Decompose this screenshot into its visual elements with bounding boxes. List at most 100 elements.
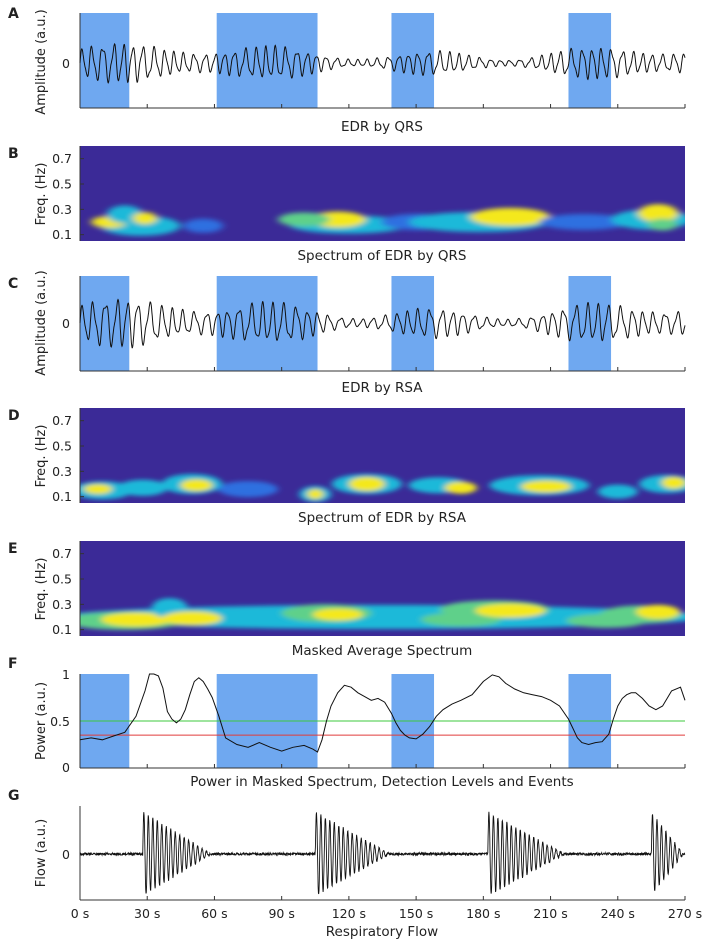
spectral-blob bbox=[470, 207, 551, 226]
event-region-2 bbox=[216, 13, 318, 108]
spectral-blob bbox=[636, 604, 681, 619]
flow-zero-tick: 0 bbox=[62, 847, 70, 862]
amplitude-zero-tick-a: 0 bbox=[62, 56, 70, 71]
event-region-1 bbox=[80, 276, 130, 371]
x-tick-label: 240 s bbox=[601, 906, 635, 921]
spectral-blob bbox=[312, 608, 363, 621]
x-tick-label: 180 s bbox=[466, 906, 500, 921]
spectrum-blobs-d bbox=[80, 474, 685, 503]
spectral-blob bbox=[278, 212, 331, 227]
x-tick-label: 270 s bbox=[668, 906, 702, 921]
spectral-blob bbox=[348, 477, 385, 491]
freq-ticks-e: 0.7 0.5 0.3 0.1 bbox=[52, 546, 84, 637]
edr-qrs-trace bbox=[79, 42, 686, 84]
x-tick-label: 150 s bbox=[399, 906, 433, 921]
freq-tick-label: 0.3 bbox=[52, 464, 72, 479]
y-label-a: Amplitude (a.u.) bbox=[34, 9, 49, 114]
freq-tick-label: 0.1 bbox=[52, 622, 72, 637]
x-ticks-f bbox=[79, 764, 686, 768]
x-ticks-a bbox=[79, 104, 686, 108]
panel-d: 0.7 0.5 0.3 0.1 D Freq. (Hz) Spectrum of ED… bbox=[8, 408, 685, 526]
title-d: Spectrum of EDR by RSA bbox=[298, 510, 467, 526]
freq-ticks-d: 0.7 0.5 0.3 0.1 bbox=[52, 413, 84, 504]
spectrum-blobs-e bbox=[80, 598, 685, 630]
title-b: Spectrum of EDR by QRS bbox=[297, 248, 466, 264]
panel-g: G 0 Flow (a.u.) 0 s 30 s 60 s 90 s 120 s 150 … bbox=[8, 788, 702, 940]
spectral-blob bbox=[638, 204, 679, 223]
x-ticks-c bbox=[79, 367, 686, 371]
power-tick-0: 0 bbox=[62, 760, 70, 775]
edr-rsa-trace bbox=[79, 298, 686, 349]
panel-letter-c: C bbox=[8, 276, 18, 292]
panel-c: C 0 Amplitude (a.u.) EDR by RSA bbox=[8, 270, 686, 396]
spectral-blob bbox=[132, 212, 157, 225]
panel-a: A 0 Amplitude (a.u.) EDR by QRS bbox=[8, 6, 686, 135]
panel-letter-a: A bbox=[8, 6, 19, 22]
event-region-3 bbox=[391, 13, 435, 108]
x-axis-title: Respiratory Flow bbox=[326, 924, 438, 940]
panel-f: F 1 0.5 0 Power (a.u.) Power in Masked S… bbox=[8, 656, 686, 790]
panel-letter-d: D bbox=[8, 408, 20, 424]
y-label-g: Flow (a.u.) bbox=[34, 819, 49, 887]
event-region-2 bbox=[216, 276, 318, 371]
y-label-c: Amplitude (a.u.) bbox=[34, 270, 49, 375]
x-tick-label: 0 s bbox=[71, 906, 89, 921]
spectral-blob bbox=[307, 489, 324, 500]
freq-tick-label: 0.7 bbox=[52, 151, 72, 166]
freq-tick-label: 0.1 bbox=[52, 227, 72, 242]
amplitude-zero-tick-c: 0 bbox=[62, 316, 70, 331]
y-label-b: Freq. (Hz) bbox=[34, 163, 49, 226]
spectral-blob bbox=[597, 484, 638, 499]
panel-b: 0.7 0.5 0.3 0.1 B Freq. (Hz) Spectrum of ED… bbox=[8, 146, 685, 264]
freq-tick-label: 0.3 bbox=[52, 202, 72, 217]
power-tick-1: 1 bbox=[62, 667, 70, 682]
x-ticks-g bbox=[79, 896, 686, 900]
title-a: EDR by QRS bbox=[341, 119, 423, 135]
spectral-blob bbox=[521, 480, 572, 493]
panel-letter-f: F bbox=[8, 656, 18, 672]
x-tick-label: 210 s bbox=[533, 906, 567, 921]
freq-tick-label: 0.5 bbox=[52, 177, 72, 192]
spectral-blob bbox=[180, 479, 213, 492]
x-tick-label: 30 s bbox=[134, 906, 160, 921]
event-region-3 bbox=[391, 276, 435, 371]
y-label-f: Power (a.u.) bbox=[34, 682, 49, 760]
panel-e: 0.7 0.5 0.3 0.1 E Freq. (Hz) Masked Average… bbox=[8, 541, 685, 659]
event-region-1 bbox=[80, 13, 130, 108]
spectral-blob bbox=[647, 218, 678, 231]
title-c: EDR by RSA bbox=[342, 380, 424, 396]
spectral-blob bbox=[101, 612, 172, 627]
power-tick-0-5: 0.5 bbox=[50, 714, 70, 729]
spectral-blob bbox=[444, 481, 477, 494]
spectral-blob bbox=[539, 214, 630, 230]
spectral-blob bbox=[218, 481, 279, 498]
spectral-blob bbox=[162, 611, 223, 626]
x-tick-label: 90 s bbox=[268, 906, 294, 921]
panel-letter-e: E bbox=[8, 541, 18, 557]
x-tick-label: 120 s bbox=[332, 906, 366, 921]
freq-tick-label: 0.7 bbox=[52, 546, 72, 561]
freq-tick-label: 0.3 bbox=[52, 597, 72, 612]
respiratory-flow-trace bbox=[79, 811, 686, 895]
title-e: Masked Average Spectrum bbox=[292, 643, 473, 659]
spectral-blob bbox=[83, 484, 112, 495]
x-tick-label: 60 s bbox=[201, 906, 227, 921]
panel-letter-g: G bbox=[8, 788, 20, 804]
freq-tick-label: 0.7 bbox=[52, 413, 72, 428]
power-curve bbox=[79, 673, 686, 753]
freq-tick-label: 0.1 bbox=[52, 489, 72, 504]
x-tick-labels: 0 s 30 s 60 s 90 s 120 s 150 s 180 s 210 s 240 s… bbox=[71, 906, 702, 921]
freq-ticks-b: 0.7 0.5 0.3 0.1 bbox=[52, 151, 84, 242]
spectral-blob bbox=[183, 218, 224, 233]
spectral-blob bbox=[117, 479, 168, 496]
spectral-blob bbox=[475, 603, 546, 618]
y-label-d: Freq. (Hz) bbox=[34, 425, 49, 488]
title-f: Power in Masked Spectrum, Detection Leve… bbox=[190, 774, 573, 790]
y-label-e: Freq. (Hz) bbox=[34, 558, 49, 621]
freq-tick-label: 0.5 bbox=[52, 439, 72, 454]
event-shading-a bbox=[80, 13, 612, 108]
spectral-blob bbox=[661, 476, 685, 489]
event-shading-c bbox=[80, 276, 612, 371]
freq-tick-label: 0.5 bbox=[52, 572, 72, 587]
